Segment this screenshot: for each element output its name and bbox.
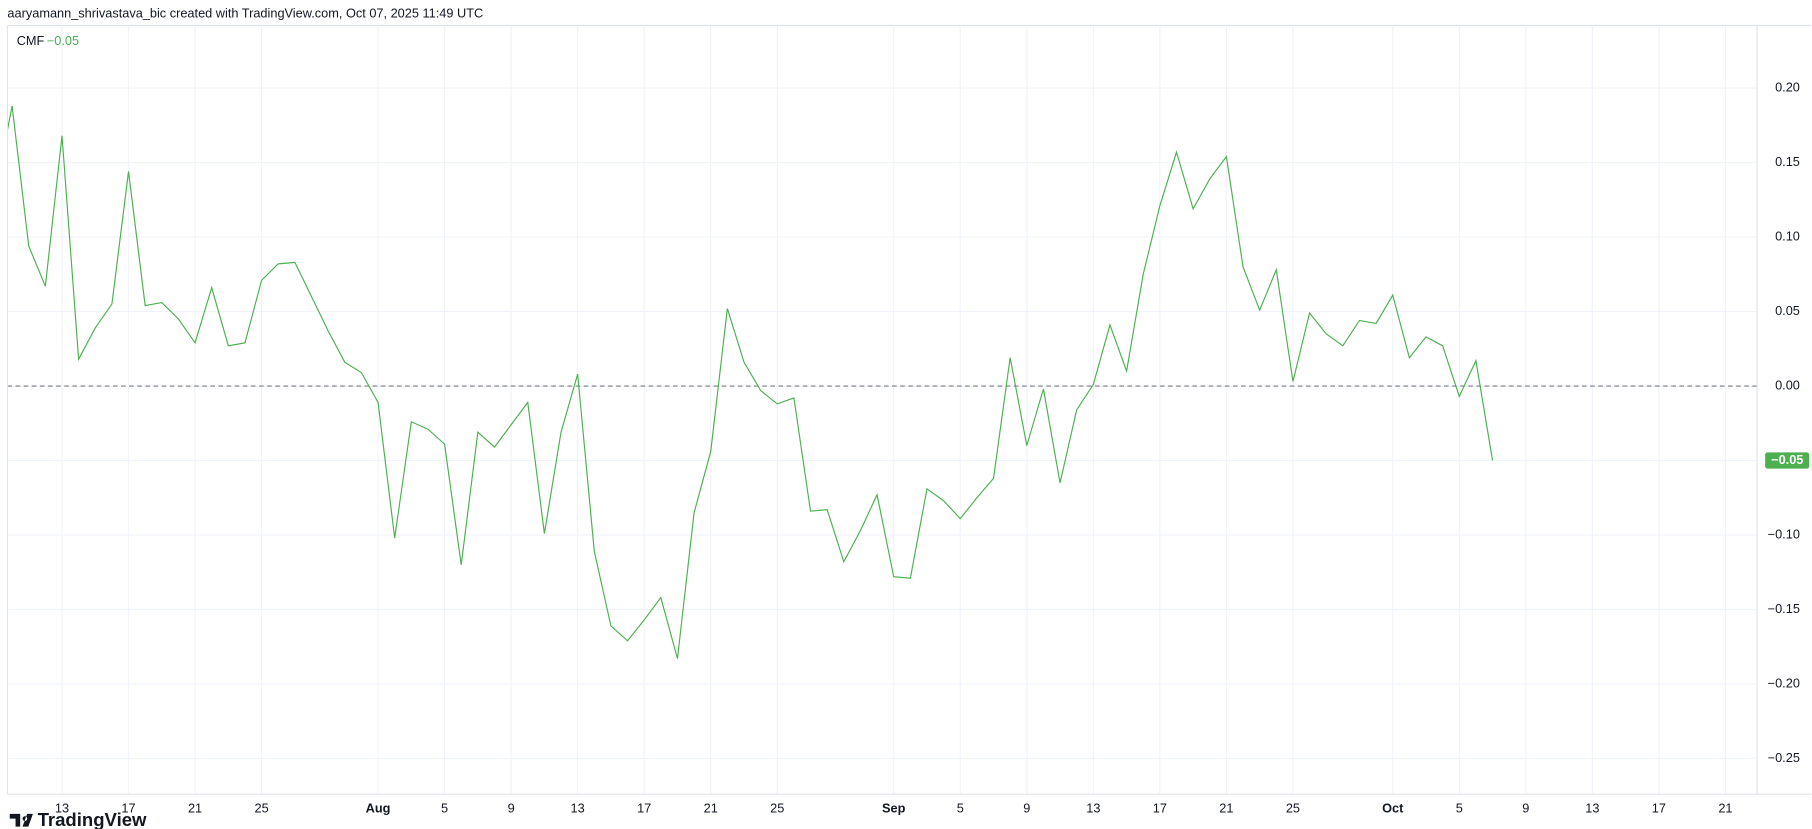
grid	[7, 25, 1758, 795]
x-tick-label: 17	[121, 801, 135, 816]
y-tick-label: −0.20	[1768, 675, 1800, 690]
y-tick-label: 0.05	[1775, 303, 1800, 318]
price-label-box	[1765, 452, 1810, 469]
x-tick-label: 9	[1023, 801, 1030, 816]
y-tick-label: −0.15	[1768, 601, 1800, 616]
x-tick-label: 17	[1153, 801, 1167, 816]
legend-value: −0.05	[47, 33, 79, 48]
x-tick-label: 9	[1522, 801, 1529, 816]
y-tick-label: 0.10	[1775, 228, 1800, 243]
x-tick-label: 21	[188, 801, 202, 816]
watermark: TradingView	[38, 809, 147, 829]
y-tick-label: 0.15	[1775, 154, 1800, 169]
x-tick-label: 25	[770, 801, 784, 816]
x-tick-label: 13	[571, 801, 585, 816]
x-tick-label: 5	[441, 801, 448, 816]
cmf-line	[7, 105, 1494, 659]
y-tick-label: 0.20	[1775, 79, 1800, 94]
legend-name: CMF	[17, 33, 45, 48]
x-tick-label: 21	[704, 801, 718, 816]
x-tick-label: 17	[637, 801, 651, 816]
x-tick-label: 13	[1086, 801, 1100, 816]
logo-mark	[9, 813, 33, 827]
axes: 0.20 0.15 0.10 0.05 0.00 −0.05 −0.10 −0.15 −0.20…	[55, 79, 1810, 816]
x-tick-label: 13	[1585, 801, 1599, 816]
x-tick-label: 25	[1286, 801, 1300, 816]
x-tick-label: 25	[255, 801, 269, 816]
x-tick-label: Oct	[1382, 801, 1404, 816]
plot	[7, 105, 1758, 659]
x-tick-label: Aug	[366, 801, 391, 816]
price-label: −0.05	[1771, 452, 1803, 467]
x-tick-label: Sep	[882, 801, 906, 816]
y-tick-label: 0.00	[1775, 377, 1800, 392]
y-tick-label: −0.10	[1768, 526, 1800, 541]
x-tick-label: 21	[1718, 801, 1732, 816]
x-tick-label: 5	[957, 801, 964, 816]
logo: TradingView	[9, 809, 147, 829]
x-tick-label: 17	[1652, 801, 1666, 816]
x-tick-label: 13	[55, 801, 69, 816]
x-tick-label: 21	[1219, 801, 1233, 816]
attribution: aaryamann_shrivastava_bic created with T…	[7, 5, 483, 20]
x-tick-label: 5	[1456, 801, 1463, 816]
y-tick-label: −0.25	[1768, 750, 1800, 765]
x-tick-label: 9	[508, 801, 515, 816]
